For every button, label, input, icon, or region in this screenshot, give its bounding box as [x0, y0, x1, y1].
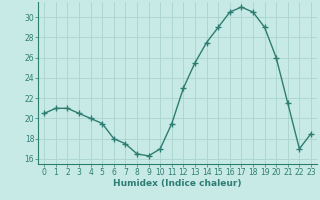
X-axis label: Humidex (Indice chaleur): Humidex (Indice chaleur) — [113, 179, 242, 188]
